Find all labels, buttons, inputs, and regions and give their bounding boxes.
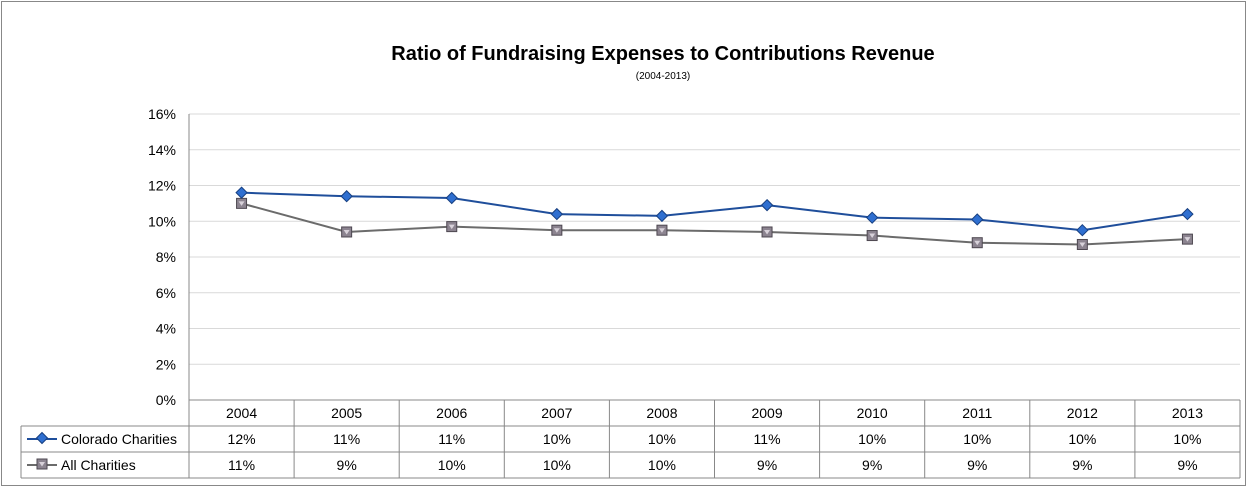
data-point-shine [869,233,876,239]
data-point-shine [448,224,455,230]
y-tick-label: 2% [156,356,176,372]
category-label: 2009 [751,405,782,421]
data-label: 12% [228,431,256,447]
series-name: All Charities [61,457,136,473]
series-name: Colorado Charities [61,431,177,447]
data-point [865,211,879,224]
data-point [340,190,353,203]
data-label: 9% [1177,457,1197,473]
data-point-shine [238,201,245,206]
data-point [971,213,984,226]
y-tick-label: 0% [156,392,176,408]
category-label: 2012 [1067,405,1098,421]
data-point [655,209,669,223]
series-line [241,191,1188,232]
category-label: 2011 [962,405,992,421]
category-label: 2004 [226,405,257,421]
y-tick-label: 14% [148,142,176,158]
data-point-shine [764,229,771,235]
data-point-shine [974,240,981,246]
category-label: 2005 [331,405,362,421]
data-label: 10% [543,431,571,447]
data-point [235,186,248,199]
data-label: 11% [228,457,255,473]
legend-marker-shine [39,462,45,467]
data-point [1076,223,1089,237]
data-label: 10% [858,431,886,447]
data-label: 10% [648,431,676,447]
data-point [1181,207,1194,221]
category-label: 2007 [541,405,572,421]
y-tick-label: 10% [148,213,176,229]
data-point-shine [1079,242,1086,247]
y-tick-label: 12% [148,178,176,194]
data-point-shine [658,228,665,233]
data-point [445,191,458,205]
data-label: 9% [1072,457,1092,473]
data-label: 9% [862,457,882,473]
data-label: 11% [754,431,781,447]
chart-title: Ratio of Fundraising Expenses to Contrib… [391,43,934,65]
y-tick-label: 16% [148,106,176,122]
data-label: 10% [438,457,466,473]
data-point [760,198,774,212]
data-table: 2004 2005 2006 2007 2008 2009 2010 2011 2012 2013… [20,399,1241,479]
data-label: 10% [648,457,676,473]
category-label: 2006 [436,405,467,421]
legend-marker [35,431,49,445]
series-line [241,202,1188,246]
y-tick-label: 8% [156,249,176,265]
data-label: 9% [757,457,777,473]
series-group [235,186,1194,250]
chart-subtitle: (2004-2013) [636,71,690,82]
grid-lines [188,113,1240,400]
data-label: 11% [333,431,360,447]
y-tick-label: 4% [156,321,176,337]
y-tick-label: 6% [156,285,176,301]
category-label: 2013 [1172,405,1203,421]
data-point-shine [1184,237,1191,242]
category-label: 2010 [857,405,888,421]
y-axis-ticks: 0% 2% 4% 6% 8% 10% 12% 14% 16% [148,106,176,408]
data-label: 10% [1068,431,1096,447]
category-label: 2008 [646,405,677,421]
data-label: 9% [967,457,987,473]
data-label: 10% [1173,431,1201,447]
data-point-shine [553,228,560,233]
data-label: 10% [963,431,991,447]
data-point-shine [343,229,350,235]
data-point [550,207,564,221]
data-label: 9% [337,457,357,473]
data-label: 10% [543,457,571,473]
data-label: 11% [438,431,465,447]
